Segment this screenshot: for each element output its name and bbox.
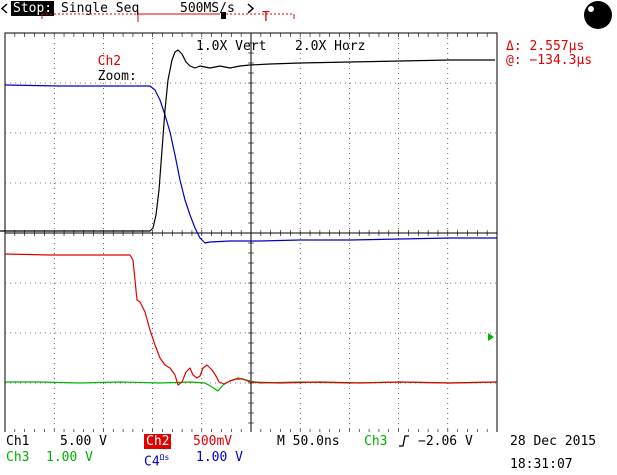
trigger-source[interactable]: Ch3 <box>364 434 388 449</box>
ch1-label[interactable]: Ch1 <box>6 434 30 449</box>
ch3-scale: 1.00 V <box>46 450 93 465</box>
trigger-level[interactable]: −2.06 V <box>418 434 473 449</box>
ch4-scale: 1.00 V <box>196 450 243 465</box>
zoom-channel: Ch2 <box>97 54 122 69</box>
zoom-vertical: 1.0X Vert <box>196 39 267 54</box>
rising-edge-icon <box>399 435 409 447</box>
chevron-left-icon[interactable] <box>0 3 9 14</box>
trace-ch4 <box>4 84 497 244</box>
waveform-traces <box>0 49 498 392</box>
record-position-ruler[interactable] <box>40 12 300 30</box>
acquisition-indicator-icon <box>584 1 612 29</box>
cursor-position: @: −134.3µs <box>506 53 593 68</box>
ground-marker-ch3[interactable] <box>488 333 494 341</box>
ch3-label[interactable]: Ch3 <box>6 450 30 465</box>
graticule <box>4 32 498 432</box>
ch4-name: C4 <box>144 454 160 470</box>
acquisition-mode: Single Seq <box>61 1 140 16</box>
trace-ch2 <box>4 253 498 386</box>
timebase[interactable]: M 50.0ns <box>277 434 340 449</box>
status-bar: Stop: Single Seq 500MS/s T <box>0 0 617 29</box>
ch2-label[interactable]: Ch2 <box>144 434 172 449</box>
trace-ch1 <box>0 49 495 232</box>
zoom-readout: Ch2 Zoom: <box>82 39 137 84</box>
ch4-suffix: Ωs <box>159 453 170 462</box>
trigger-position-marker[interactable]: T <box>262 10 270 25</box>
zoom-label: Zoom: <box>97 69 137 84</box>
waveform-display[interactable] <box>0 30 505 432</box>
time: 18:31:07 <box>510 457 573 472</box>
acquisition-state-badge[interactable]: Stop: <box>11 1 55 16</box>
ch1-scale: 5.00 V <box>60 434 107 449</box>
ch2-scale: 500mV <box>193 434 233 449</box>
cursor-delta: Δ: 2.557µs <box>506 39 585 54</box>
chevron-right-icon[interactable] <box>246 3 255 14</box>
ch4-label[interactable]: C4Ωs <box>144 450 169 469</box>
date: 28 Dec 2015 <box>510 434 597 449</box>
zoom-horizontal: 2.0X Horz <box>295 39 366 54</box>
